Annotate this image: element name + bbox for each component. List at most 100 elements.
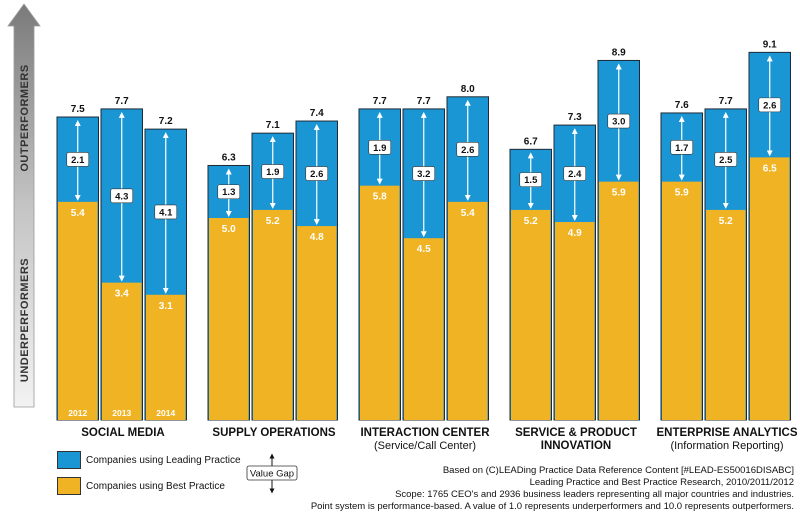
value-label-gap: 2.5	[719, 155, 733, 166]
value-label-leading: 9.1	[763, 39, 777, 50]
value-label-best: 5.2	[266, 216, 280, 227]
bar-best	[706, 209, 746, 420]
group-subtitle: (Service/Call Center)	[374, 440, 476, 452]
axis-label-underperformers: UNDERPERFORMERS	[19, 258, 31, 382]
group-2: 7.7 1.9 5.8 7.7 3.2 4.5 8.0 2.6 5.4 INTERACTION C…	[355, 36, 495, 452]
value-label-leading: 8.0	[461, 84, 475, 95]
gap-box	[563, 166, 587, 181]
group-subtitle: INNOVATION	[541, 440, 612, 452]
legend-swatch-best	[57, 477, 81, 495]
group-title: SUPPLY OPERATIONS	[212, 427, 335, 439]
value-label-best: 6.5	[763, 163, 777, 174]
group-title: INTERACTION CENTER	[360, 427, 490, 439]
legend-best-label: Companies using Best Practice	[86, 481, 225, 492]
gap-box	[412, 166, 436, 181]
value-label-leading: 8.9	[612, 47, 626, 58]
value-label-gap: 1.3	[222, 187, 235, 198]
value-label-best: 5.4	[71, 208, 85, 219]
value-label-best: 4.5	[417, 244, 431, 255]
value-label-best: 5.2	[719, 216, 733, 227]
value-label-best: 5.4	[461, 208, 475, 219]
bar-best	[209, 218, 249, 420]
value-label-best: 5.2	[524, 216, 538, 227]
gap-box	[607, 113, 631, 129]
gap-box	[154, 204, 178, 220]
value-label-gap: 4.3	[115, 191, 128, 202]
value-label-gap: 1.9	[373, 143, 386, 154]
gap-box	[261, 164, 285, 179]
axis-arrow	[7, 3, 41, 408]
gap-box	[217, 184, 241, 200]
value-label-gap: 1.5	[524, 175, 538, 186]
value-label-leading: 7.2	[159, 116, 173, 127]
group-title: SERVICE & PRODUCT	[515, 427, 637, 439]
bar-best	[297, 226, 337, 420]
value-label-gap: 2.6	[461, 145, 474, 156]
group-0: 7.5 2.1 5.4 2012 7.7 4.3 3.4 2013 7.2 4.1 3.1 2014 S…	[53, 36, 193, 439]
group-4: 7.6 1.7 5.9 7.7 2.5 5.2 9.1 2.6 6.5 ENTERPRISE AN…	[656, 36, 798, 452]
value-label-best: 3.4	[115, 289, 129, 300]
bar-best	[750, 157, 790, 420]
value-label-gap: 2.1	[71, 155, 85, 166]
year-label: 2013	[112, 408, 131, 418]
value-label-best: 5.9	[675, 188, 689, 199]
value-label-best: 3.1	[159, 301, 173, 312]
gap-box	[670, 140, 694, 155]
bar-best	[146, 294, 186, 420]
value-label-leading: 7.6	[675, 100, 689, 111]
value-label-best: 5.9	[612, 188, 626, 199]
value-label-leading: 7.7	[719, 96, 733, 107]
value-label-best: 4.9	[568, 228, 582, 239]
value-label-gap: 1.9	[266, 167, 279, 178]
gap-box	[368, 140, 392, 155]
group-title: ENTERPRISE ANALYTICS	[656, 427, 797, 439]
axis-label-outperformers: OUTPERFORMERS	[19, 64, 31, 171]
footer-scope: Scope: 1765 CEO's and 2936 business lead…	[395, 489, 794, 500]
footer-research: Leading Practice and Best Practice Resea…	[529, 477, 794, 488]
footer-point-system: Point system is performance-based. A val…	[310, 501, 794, 512]
value-label-best: 5.8	[373, 192, 387, 203]
bar-best	[511, 209, 551, 420]
value-label-leading: 7.1	[266, 120, 280, 131]
value-label-leading: 7.7	[115, 96, 129, 107]
value-label-gap: 4.1	[159, 207, 173, 218]
bar-best	[555, 222, 595, 420]
gap-box	[758, 97, 782, 113]
bar-best	[58, 201, 98, 420]
value-label-leading: 6.7	[524, 136, 538, 147]
value-gap-box	[246, 465, 298, 481]
value-label-gap: 1.7	[675, 143, 688, 154]
value-label-leading: 7.4	[310, 108, 324, 119]
bar-best	[404, 238, 444, 420]
bar-best	[102, 282, 142, 420]
gap-box	[456, 142, 480, 157]
footer-source: Based on (C)LEADing Practice Data Refere…	[442, 465, 794, 476]
value-label-best: 4.8	[310, 232, 324, 243]
value-label-gap: 2.6	[763, 100, 776, 111]
group-title: SOCIAL MEDIA	[81, 427, 165, 439]
bar-best	[253, 209, 293, 420]
year-label: 2012	[68, 408, 87, 418]
bar-best	[599, 181, 639, 420]
value-label-leading: 6.3	[222, 152, 236, 163]
value-label-gap: 3.2	[417, 169, 430, 180]
gap-box	[519, 172, 543, 187]
gap-box	[714, 152, 738, 167]
group-1: 6.3 1.3 5.0 7.1 1.9 5.2 7.4 2.6 4.8 SUPPLY OPERAT…	[204, 36, 344, 439]
year-label: 2014	[156, 408, 175, 418]
value-label-leading: 7.7	[417, 96, 431, 107]
value-label-leading: 7.3	[568, 112, 582, 123]
value-gap-label: Value Gap	[250, 469, 294, 480]
bar-best	[448, 201, 488, 420]
gap-box	[66, 152, 90, 167]
bar-best	[360, 185, 400, 420]
legend-leading-label: Companies using Leading Practice	[86, 455, 241, 466]
value-label-gap: 3.0	[612, 117, 625, 128]
legend-swatch-leading	[57, 451, 81, 469]
group-subtitle: (Information Reporting)	[670, 440, 783, 452]
group-3: 6.7 1.5 5.2 7.3 2.4 4.9 8.9 3.0 5.9 SERVICE & PRO…	[506, 36, 646, 452]
bar-best	[662, 181, 702, 420]
value-label-gap: 2.6	[310, 169, 323, 180]
value-label-best: 5.0	[222, 224, 236, 235]
